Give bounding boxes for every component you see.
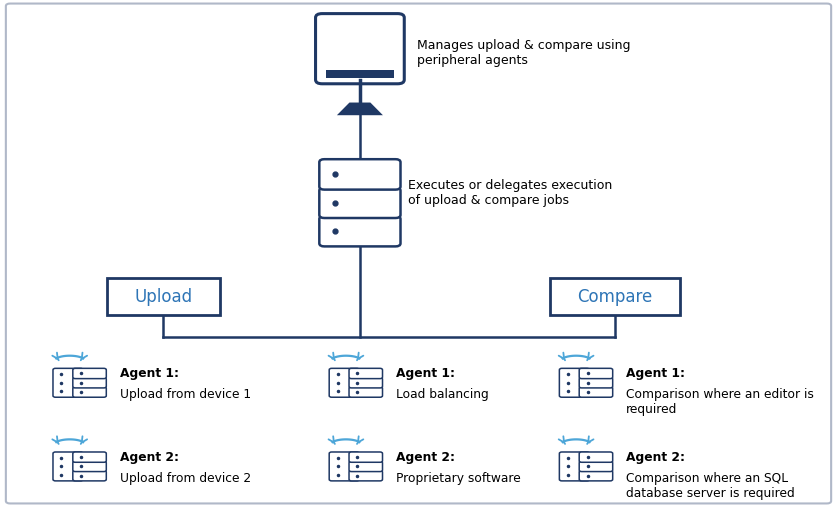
FancyBboxPatch shape: [349, 378, 382, 388]
Text: Compare: Compare: [577, 287, 652, 306]
FancyBboxPatch shape: [107, 278, 219, 315]
FancyBboxPatch shape: [349, 452, 382, 462]
FancyBboxPatch shape: [315, 14, 404, 84]
FancyBboxPatch shape: [579, 378, 612, 388]
Text: Agent 1:: Agent 1:: [395, 367, 454, 380]
FancyBboxPatch shape: [73, 387, 106, 397]
FancyBboxPatch shape: [53, 452, 83, 481]
FancyBboxPatch shape: [349, 461, 382, 472]
Text: Agent 1:: Agent 1:: [625, 367, 684, 380]
Text: Proprietary software: Proprietary software: [395, 472, 520, 485]
FancyBboxPatch shape: [73, 368, 106, 379]
FancyBboxPatch shape: [73, 470, 106, 481]
FancyBboxPatch shape: [558, 452, 589, 481]
FancyBboxPatch shape: [349, 387, 382, 397]
FancyBboxPatch shape: [579, 470, 612, 481]
Text: Manages upload & compare using
peripheral agents: Manages upload & compare using periphera…: [416, 39, 630, 67]
FancyBboxPatch shape: [73, 452, 106, 462]
Text: Comparison where an SQL
database server is required: Comparison where an SQL database server …: [625, 472, 794, 499]
Text: Agent 2:: Agent 2:: [625, 451, 684, 464]
FancyBboxPatch shape: [6, 4, 830, 503]
FancyBboxPatch shape: [73, 378, 106, 388]
FancyBboxPatch shape: [329, 368, 359, 397]
Bar: [325, 70, 394, 78]
FancyBboxPatch shape: [579, 368, 612, 379]
Text: Agent 2:: Agent 2:: [395, 451, 454, 464]
FancyBboxPatch shape: [319, 216, 400, 246]
Text: Upload from device 1: Upload from device 1: [120, 388, 251, 401]
Polygon shape: [336, 102, 383, 115]
FancyBboxPatch shape: [349, 470, 382, 481]
Text: Load balancing: Load balancing: [395, 388, 488, 401]
FancyBboxPatch shape: [579, 387, 612, 397]
Text: Upload: Upload: [134, 287, 192, 306]
FancyBboxPatch shape: [319, 159, 400, 190]
Text: Executes or delegates execution
of upload & compare jobs: Executes or delegates execution of uploa…: [408, 178, 612, 207]
Text: Agent 1:: Agent 1:: [120, 367, 178, 380]
FancyBboxPatch shape: [558, 368, 589, 397]
Text: Comparison where an editor is
required: Comparison where an editor is required: [625, 388, 813, 416]
FancyBboxPatch shape: [550, 278, 679, 315]
FancyBboxPatch shape: [73, 461, 106, 472]
FancyBboxPatch shape: [329, 452, 359, 481]
Text: Agent 2:: Agent 2:: [120, 451, 178, 464]
FancyBboxPatch shape: [53, 368, 83, 397]
FancyBboxPatch shape: [349, 368, 382, 379]
Text: Upload from device 2: Upload from device 2: [120, 472, 251, 485]
FancyBboxPatch shape: [579, 461, 612, 472]
FancyBboxPatch shape: [319, 188, 400, 218]
FancyBboxPatch shape: [579, 452, 612, 462]
